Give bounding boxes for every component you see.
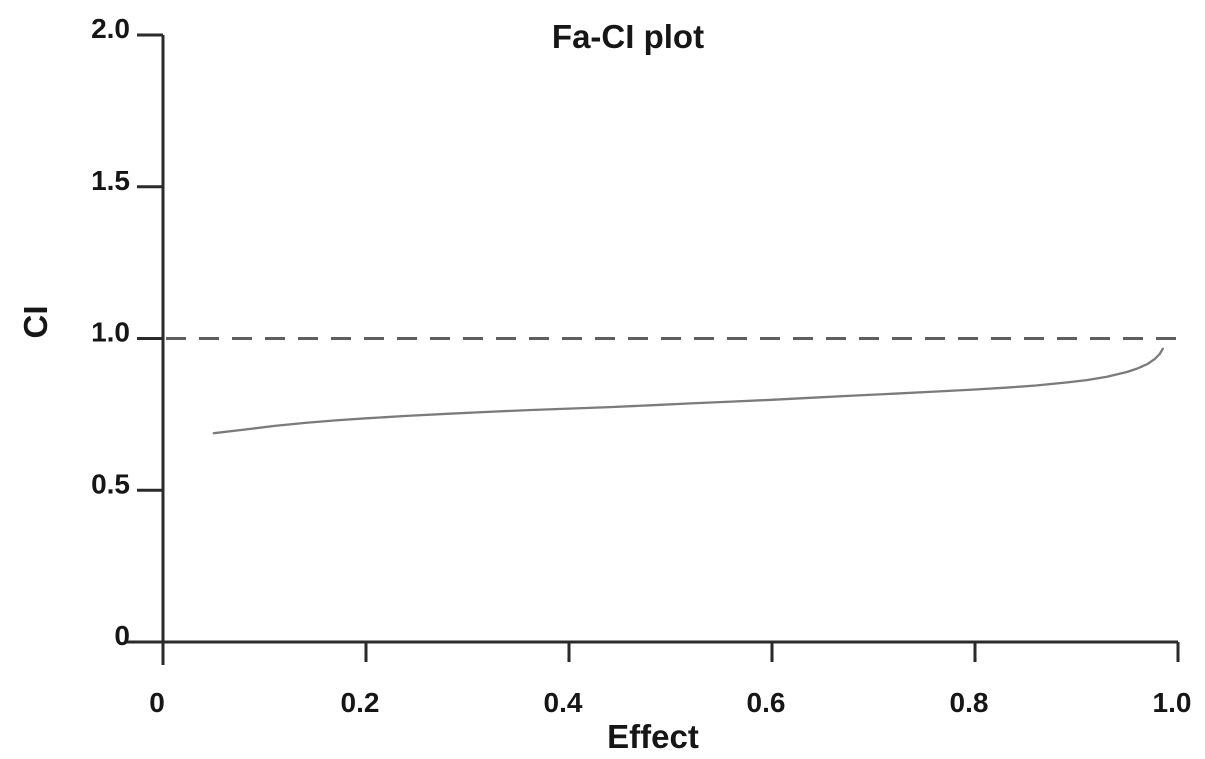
x-tick-label: 1.0 — [1153, 687, 1192, 718]
x-tick-label: 0.6 — [747, 687, 786, 718]
combination-index-curve — [212, 347, 1164, 435]
chart-title: Fa-CI plot — [552, 18, 704, 55]
y-tick-label: 0.5 — [91, 468, 130, 499]
y-tick-label: 0 — [114, 620, 130, 651]
x-axis-label: Effect — [607, 718, 699, 755]
y-tick-label: 1.5 — [91, 165, 130, 196]
x-tick-label: 0.4 — [544, 687, 583, 718]
y-axis-label: CI — [17, 306, 54, 339]
x-tick-label: 0 — [149, 687, 165, 718]
x-tick-label: 0.2 — [341, 687, 380, 718]
y-tick-label: 1.0 — [91, 317, 130, 348]
y-tick-label: 2.0 — [91, 13, 130, 44]
x-tick-label: 0.8 — [950, 687, 989, 718]
